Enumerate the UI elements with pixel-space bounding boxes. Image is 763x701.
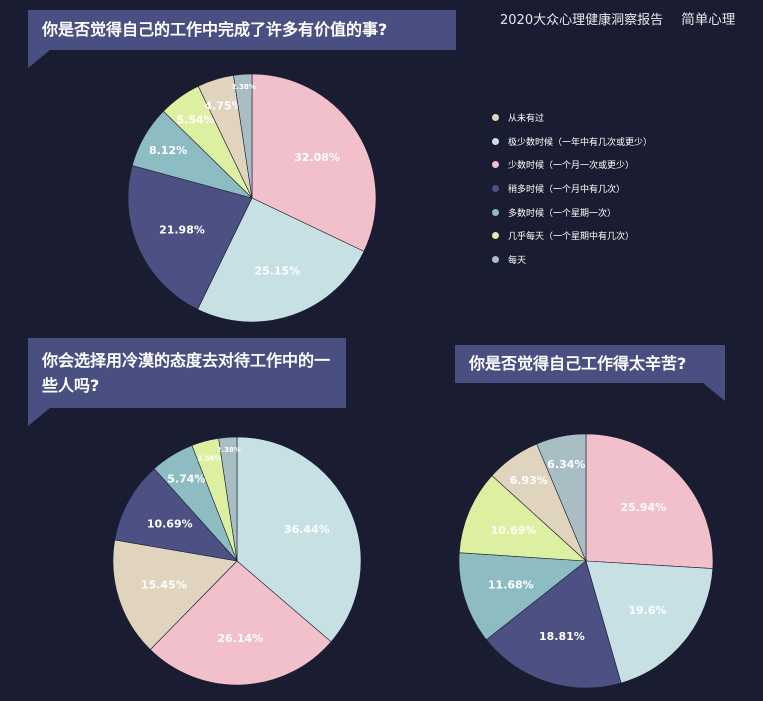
data-label: 3.56% (197, 454, 221, 462)
legend-item: 极少数时候（一年中有几次或更少） (492, 130, 652, 154)
legend-label: 几乎每天（一个星期中有几次） (508, 232, 635, 243)
data-label: 2.38% (217, 446, 241, 454)
pie-chart-3: 25.94% 19.6% 18.81% 11.68% 10.69% 6.93% 6.34% (458, 433, 714, 689)
data-label: 10.69% (147, 518, 193, 531)
pie-slice (485, 560, 622, 689)
legend-label: 少数时候（一个月一次或更少） (508, 161, 635, 172)
speech-tail (703, 383, 725, 401)
data-label: 19.6% (628, 604, 666, 617)
pie-slice (233, 73, 253, 199)
data-label: 6.93% (510, 474, 548, 487)
legend-label: 每天 (508, 255, 527, 266)
speech-tail (28, 50, 50, 68)
question-box-2: 你会选择用冷漠的态度去对待工作中的一些人吗? (28, 338, 346, 426)
question-box-1: 你是否觉得自己的工作中完成了许多有价值的事? (28, 10, 456, 68)
data-label: 10.69% (491, 524, 537, 537)
pie-slice (127, 165, 253, 310)
data-label: 5.54% (177, 113, 215, 126)
legend-swatch (492, 137, 499, 145)
legend: 从未有过极少数时候（一年中有几次或更少） 少数时候（一个月一次或更少） 稍多时候（一… (492, 106, 652, 271)
legend-swatch (492, 185, 499, 193)
legend-item: 每天 (492, 248, 652, 272)
chart-title-3: 你是否觉得自己工作得太辛苦? (469, 354, 687, 373)
legend-item: 少数时候（一个月一次或更少） (492, 153, 652, 177)
legend-item: 多数时候（一个星期一次） (492, 200, 652, 224)
report-header: 2020大众心理健康洞察报告 简单心理 (500, 8, 735, 28)
legend-label: 极少数时候（一年中有几次或更少） (508, 137, 653, 148)
brand-logo: 简单心理 (681, 12, 736, 28)
pie-slice (114, 468, 238, 562)
pie-slice (112, 539, 238, 651)
pie-slice (536, 433, 587, 562)
data-label: 25.94% (620, 501, 666, 514)
data-label: 6.34% (547, 458, 585, 471)
legend-swatch (492, 161, 499, 169)
chart-title-1: 你是否觉得自己的工作中完成了许多有价值的事? (42, 20, 388, 39)
data-label: 11.68% (488, 578, 534, 591)
data-label: 25.15% (254, 265, 300, 278)
data-label: 8.12% (149, 144, 187, 157)
pie-slice (218, 436, 238, 562)
speech-tail (28, 408, 50, 426)
data-label: 21.98% (159, 224, 205, 237)
data-label: 32.08% (294, 151, 340, 164)
pie-slice (251, 73, 377, 252)
pie-slice (458, 475, 587, 562)
legend-item: 稍多时候（一个月中有几次） (492, 177, 652, 201)
legend-swatch (492, 208, 499, 216)
chart-title-2: 你会选择用冷漠的态度去对待工作中的一些人吗? (42, 351, 331, 395)
pie-slice (197, 197, 365, 323)
legend-swatch (492, 232, 499, 240)
pie-slice (585, 433, 714, 569)
pie-chart-1: 32.08% 25.15% 21.98% 8.12% 5.54%4.75% 2.38% (127, 73, 377, 323)
legend-item: 几乎每天（一个星期中有几次） (492, 224, 652, 248)
pie-slice (458, 552, 587, 641)
data-label: 4.75% (204, 100, 242, 113)
legend-label: 稍多时候（一个月中有几次） (508, 185, 626, 196)
legend-item: 从未有过 (492, 106, 652, 130)
question-box-3: 你是否觉得自己工作得太辛苦? (455, 345, 725, 401)
report-title: 2020大众心理健康洞察报告 (500, 13, 664, 28)
pie-slice (585, 560, 714, 684)
data-label: 2.38% (232, 83, 256, 91)
data-label: 5.74% (167, 473, 205, 486)
legend-label: 多数时候（一个星期一次） (508, 208, 617, 219)
legend-label: 从未有过 (508, 114, 545, 125)
legend-swatch (492, 255, 499, 263)
data-label: 26.14% (217, 632, 263, 645)
legend-swatch (492, 114, 499, 122)
pie-chart-2: 36.44% 26.14% 15.45% 10.69% 5.74% 3.56%2.38% (112, 436, 362, 686)
pie-slice (149, 560, 332, 686)
pie-slice (236, 436, 362, 643)
data-label: 18.81% (539, 630, 585, 643)
data-label: 36.44% (284, 523, 330, 536)
data-label: 15.45% (141, 579, 187, 592)
